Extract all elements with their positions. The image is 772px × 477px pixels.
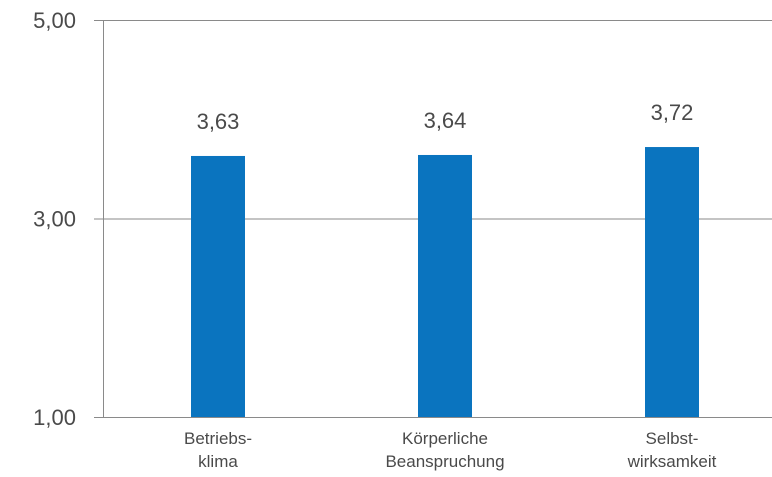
x-tick-label: Selbst-: [646, 429, 699, 448]
data-label-1: 3,64: [424, 108, 467, 133]
x-tick-label: Betriebs-: [184, 429, 252, 448]
data-label-0: 3,63: [197, 109, 240, 134]
x-tick-label: klima: [198, 452, 238, 471]
y-tick-label: 3,00: [33, 207, 76, 232]
labels: 1,00 3,00 5,00 3,63 Betriebs-klima 3,64 Körper…: [33, 8, 716, 471]
x-tick-label: Körperliche: [402, 429, 488, 448]
bar-2: [645, 147, 699, 417]
y-tick-label: 5,00: [33, 8, 76, 33]
x-tick-label: Beanspruchung: [385, 452, 504, 471]
bar-0: [191, 156, 245, 417]
x-tick-label: wirksamkeit: [627, 452, 717, 471]
bar-1: [418, 155, 472, 417]
y-tick-label: 1,00: [33, 405, 76, 430]
data-label-2: 3,72: [651, 100, 694, 125]
bars: [191, 147, 699, 417]
